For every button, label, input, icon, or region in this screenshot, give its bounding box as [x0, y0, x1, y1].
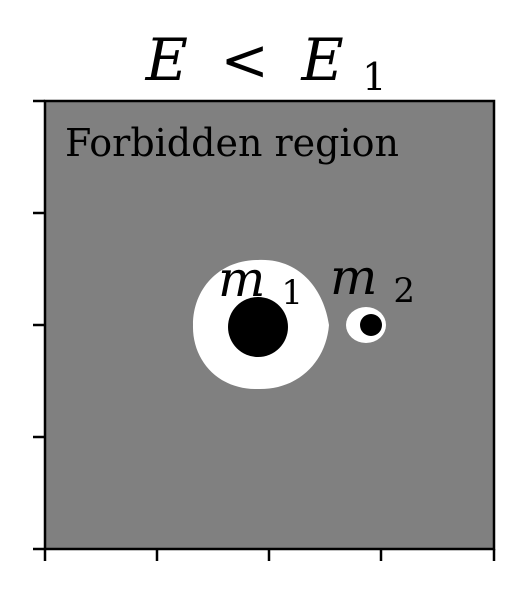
title-lhs: E	[145, 26, 188, 94]
mass-label-m2-symbol: m	[330, 248, 377, 306]
title-relation: <	[220, 26, 269, 94]
title-rhs: E	[300, 26, 343, 94]
mass-m2	[360, 314, 382, 336]
y-ticks	[33, 99, 45, 551]
mass-label-m2: m 2	[330, 248, 415, 311]
mass-label-m2-subscript: 2	[393, 271, 415, 311]
mass-m1	[228, 297, 288, 357]
title-rhs-subscript: 1	[362, 55, 386, 99]
title: E < E 1	[145, 26, 387, 99]
mass-label-m1-symbol: m	[218, 250, 265, 308]
x-ticks	[43, 549, 496, 561]
mass-label-m1-subscript: 1	[281, 273, 303, 313]
mass-label-m1: m 1	[218, 250, 303, 313]
region-label: Forbidden region	[65, 121, 399, 165]
